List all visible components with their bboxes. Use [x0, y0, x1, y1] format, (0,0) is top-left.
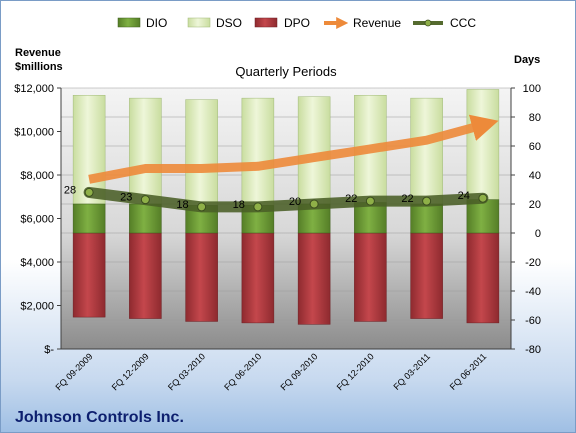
- right-tick-label: 60: [529, 141, 541, 153]
- ccc-data-label: 28: [64, 184, 76, 196]
- left-axis-ticks: $- $2,000 $4,000 $6,000 $8,000 $10,000 $12,000: [14, 83, 61, 356]
- ccc-data-label: 20: [289, 196, 301, 208]
- dso-bar: [129, 97, 162, 205]
- dpo-bar: [466, 232, 500, 324]
- category-label: FQ 06-2011: [448, 351, 489, 392]
- bars: [72, 89, 500, 325]
- left-tick-label: $-: [44, 344, 54, 356]
- category-label: FQ 09-2010: [279, 351, 320, 392]
- category-labels: FQ 09-2009 FQ 12-2009 FQ 03-2010 FQ 06-2010…: [54, 351, 489, 392]
- left-tick-label: $2,000: [20, 301, 54, 313]
- dso-bar: [185, 99, 218, 206]
- legend-label-revenue: Revenue: [353, 16, 401, 30]
- legend-swatch-dio: [117, 17, 141, 28]
- ccc-point: [365, 196, 375, 206]
- right-tick-label: -40: [525, 286, 541, 298]
- chart-title: Quarterly Periods: [235, 64, 337, 79]
- category-label: FQ 12-2009: [110, 351, 151, 392]
- category-label: FQ 06-2010: [222, 351, 263, 392]
- dpo-bar: [241, 232, 275, 324]
- right-tick-label: -80: [525, 344, 541, 356]
- ccc-point: [309, 199, 319, 209]
- right-tick-label: 100: [523, 83, 541, 95]
- dio-bar: [129, 203, 162, 234]
- ccc-point: [140, 195, 150, 205]
- category-label: FQ 03-2010: [166, 351, 207, 392]
- ccc-point: [478, 193, 488, 203]
- ccc-point: [84, 187, 94, 197]
- dio-bar: [410, 203, 443, 234]
- category-label: FQ 09-2009: [54, 351, 95, 392]
- dio-bar: [72, 203, 106, 234]
- company-name: Johnson Controls Inc.: [15, 409, 184, 426]
- right-tick-label: 80: [529, 112, 541, 124]
- left-tick-label: $12,000: [14, 83, 54, 95]
- right-tick-label: -20: [525, 257, 541, 269]
- legend-label-dpo: DPO: [284, 16, 310, 30]
- right-tick-label: 0: [535, 228, 541, 240]
- ccc-data-label: 23: [120, 192, 132, 204]
- left-tick-label: $10,000: [14, 127, 54, 139]
- ccc-point: [422, 196, 432, 206]
- legend: DIO DSO DPO Revenue CCC: [117, 16, 476, 30]
- dso-bar: [466, 89, 500, 200]
- left-tick-label: $8,000: [20, 170, 54, 182]
- legend-swatch-ccc-marker: [424, 19, 432, 27]
- dio-bar: [466, 199, 500, 234]
- right-axis-ticks: -80 -60 -40 -20 0 20 40 60 80 100: [511, 83, 541, 356]
- ccc-data-label: 18: [233, 199, 245, 211]
- dpo-bar: [410, 232, 443, 319]
- ccc-data-label: 18: [176, 199, 188, 211]
- dso-bar: [72, 95, 106, 205]
- ccc-series: 28 23 18 18 20 22 22 24: [64, 184, 489, 213]
- ccc-line: [83, 186, 489, 213]
- dpo-bar: [185, 232, 218, 322]
- ccc-point: [253, 202, 263, 212]
- left-axis-label-line2: $millions: [15, 61, 63, 73]
- left-axis-label-line1: Revenue: [15, 47, 61, 59]
- ccc-point: [197, 202, 207, 212]
- dpo-bar: [354, 232, 387, 322]
- plot-area: [61, 88, 511, 349]
- legend-label-dso: DSO: [216, 16, 242, 30]
- category-label: FQ 03-2011: [391, 351, 432, 392]
- legend-swatch-dpo: [254, 17, 278, 28]
- dso-bar: [410, 97, 443, 205]
- right-axis-label: Days: [514, 54, 540, 66]
- dso-bar: [241, 97, 275, 206]
- legend-swatch-dso: [187, 17, 211, 28]
- dpo-bar: [297, 232, 331, 325]
- left-tick-label: $6,000: [20, 214, 54, 226]
- dso-bar: [297, 96, 331, 205]
- right-tick-label: -60: [525, 315, 541, 327]
- legend-label-dio: DIO: [146, 16, 167, 30]
- legend-label-ccc: CCC: [450, 16, 476, 30]
- right-tick-label: 20: [529, 199, 541, 211]
- left-tick-label: $4,000: [20, 257, 54, 269]
- dpo-bar: [72, 232, 106, 318]
- category-label: FQ 12-2010: [335, 351, 376, 392]
- dpo-bar: [129, 232, 162, 319]
- ccc-data-label: 22: [401, 193, 413, 205]
- ccc-data-label: 22: [345, 193, 357, 205]
- revenue-line: [88, 114, 499, 184]
- revenue-series: [88, 114, 499, 184]
- ccc-data-label: 24: [458, 190, 470, 202]
- right-tick-label: 40: [529, 170, 541, 182]
